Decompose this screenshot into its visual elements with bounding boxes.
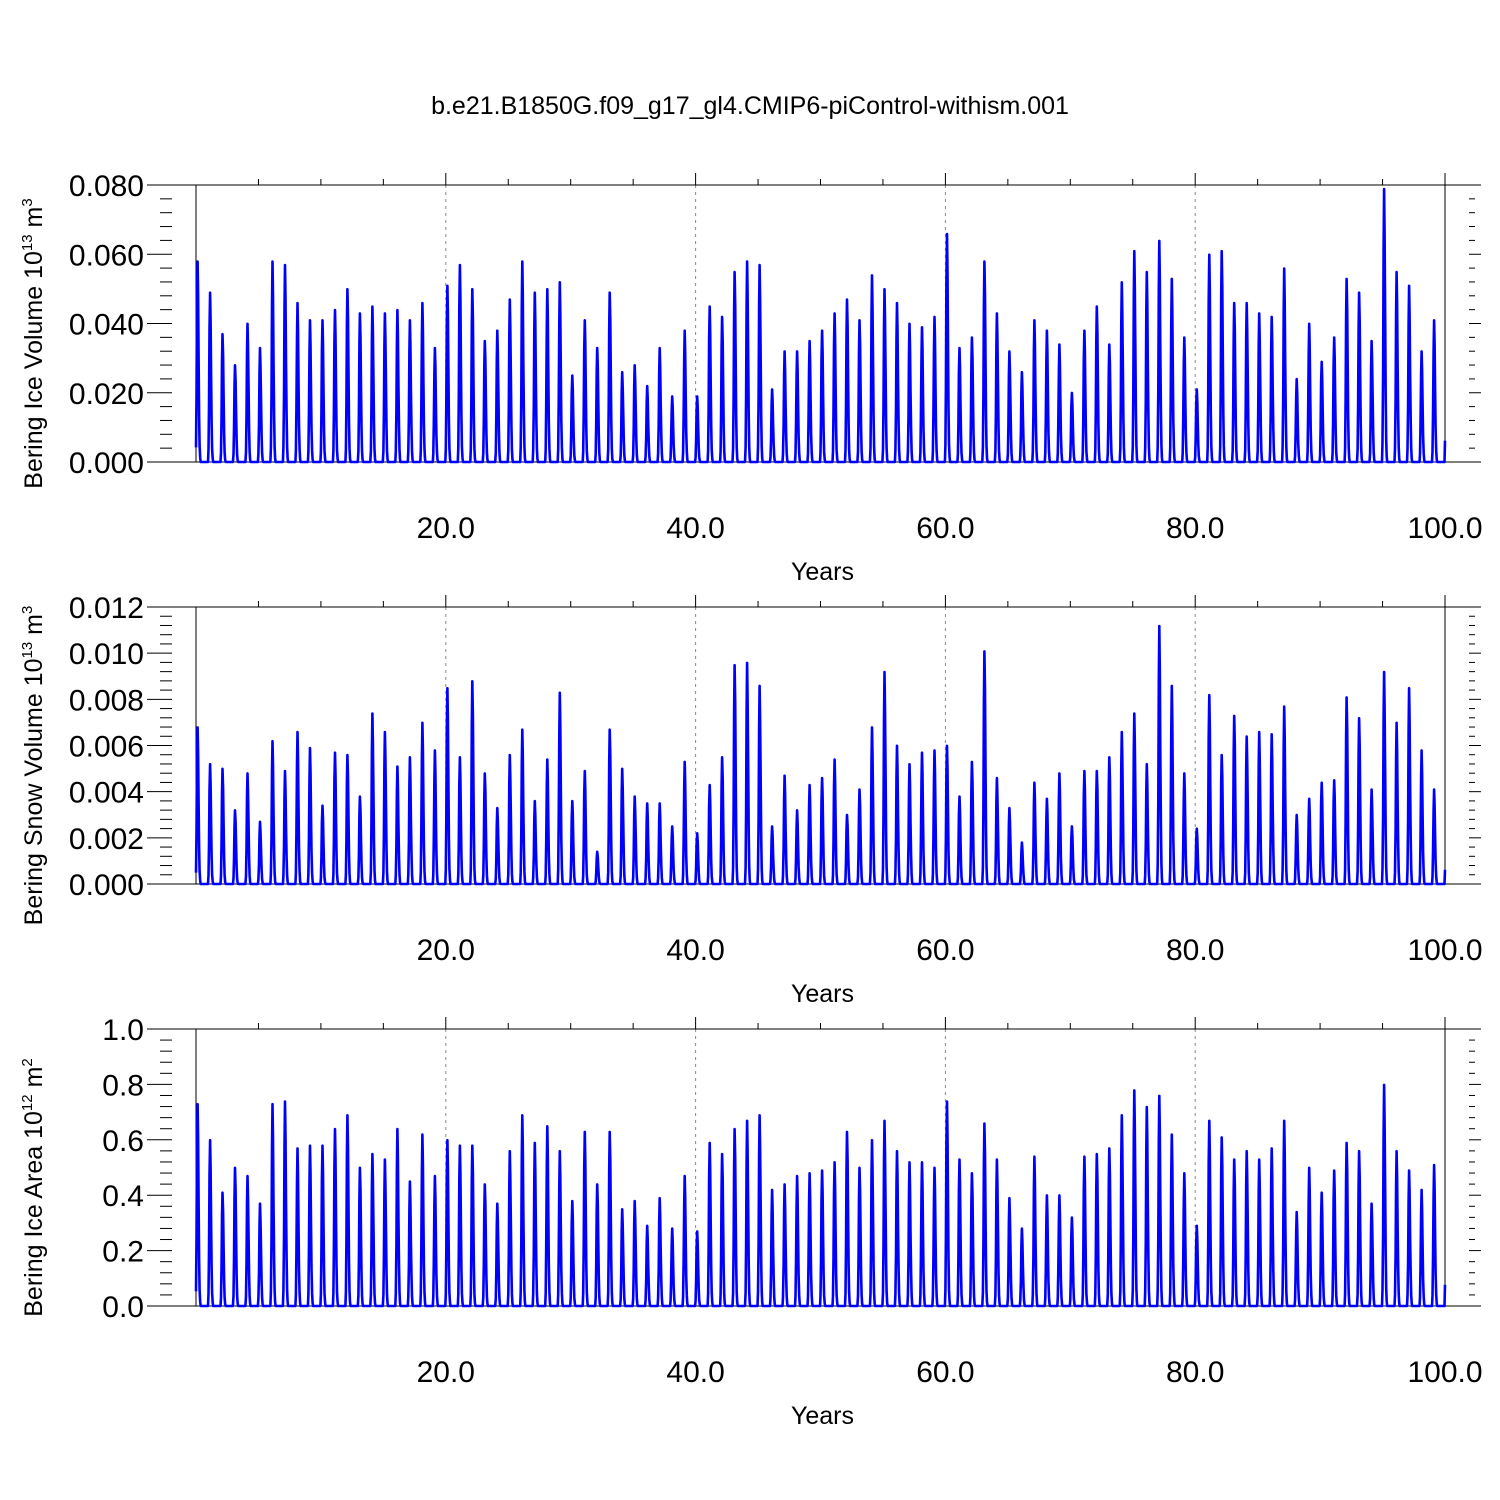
y-tick-label: 0.0	[102, 1291, 144, 1324]
chart-panel-1: 0.000 0.020 0.040 0.060 0.080 20.0 40.0 60.0 80.…	[19, 170, 1483, 586]
y-tick-label: 0.080	[69, 170, 144, 203]
x-tick-label: 20.0	[417, 1356, 475, 1389]
series-line	[194, 1083, 1447, 1308]
y-tick-label: 0.010	[69, 638, 144, 671]
x-tick-label: 100.0	[1407, 1356, 1482, 1389]
x-tick-label: 20.0	[417, 512, 475, 545]
y-tick-label: 1.0	[102, 1014, 144, 1047]
y-axis-label: Bering Ice Volume 1013 m3	[19, 198, 48, 488]
y-tick-label: 0.6	[102, 1125, 144, 1158]
y-tick-label: 0.040	[69, 309, 144, 342]
y-tick-label: 0.004	[69, 777, 144, 810]
y-tick-label: 0.008	[69, 684, 144, 717]
x-tick-label: 20.0	[417, 934, 475, 967]
page-title: b.e21.B1850G.f09_g17_gl4.CMIP6-piControl…	[431, 92, 1069, 120]
y-tick-label: 0.4	[102, 1180, 144, 1213]
chart-panel-3: 0.0 0.2 0.4 0.6 0.8 1.0 20.0 40.0 60.0 80.0 100.0 Y…	[19, 1014, 1483, 1430]
x-tick-label: 100.0	[1407, 934, 1482, 967]
y-tick-label: 0.002	[69, 823, 144, 856]
x-tick-label: 60.0	[916, 512, 974, 545]
y-tick-label: 0.000	[69, 447, 144, 480]
y-tick-label: 0.8	[102, 1069, 144, 1102]
y-axis-label: Bering Ice Area 1012 m2	[19, 1058, 48, 1317]
x-axis-label: Years	[791, 980, 854, 1008]
x-tick-label: 60.0	[916, 934, 974, 967]
y-tick-label: 0.060	[69, 239, 144, 272]
x-axis-label: Years	[791, 558, 854, 586]
y-tick-label: 0.020	[69, 378, 144, 411]
x-tick-label: 80.0	[1166, 934, 1224, 967]
x-tick-label: 40.0	[666, 934, 724, 967]
x-tick-label: 80.0	[1166, 512, 1224, 545]
x-tick-label: 80.0	[1166, 1356, 1224, 1389]
chart-panel-2: 0.000 0.002 0.004 0.006 0.008 0.010 0.012 20.0 4…	[19, 592, 1483, 1008]
y-tick-label: 0.2	[102, 1236, 144, 1269]
x-axis-label: Years	[791, 1402, 854, 1430]
y-tick-label: 0.006	[69, 731, 144, 764]
x-tick-label: 60.0	[916, 1356, 974, 1389]
x-tick-label: 40.0	[666, 1356, 724, 1389]
y-tick-label: 0.000	[69, 869, 144, 902]
y-tick-label: 0.012	[69, 592, 144, 625]
x-tick-label: 40.0	[666, 512, 724, 545]
y-axis-label: Bering Snow Volume 1013 m3	[19, 606, 48, 926]
series-line	[194, 624, 1447, 886]
series-line	[194, 187, 1447, 464]
x-tick-label: 100.0	[1407, 512, 1482, 545]
